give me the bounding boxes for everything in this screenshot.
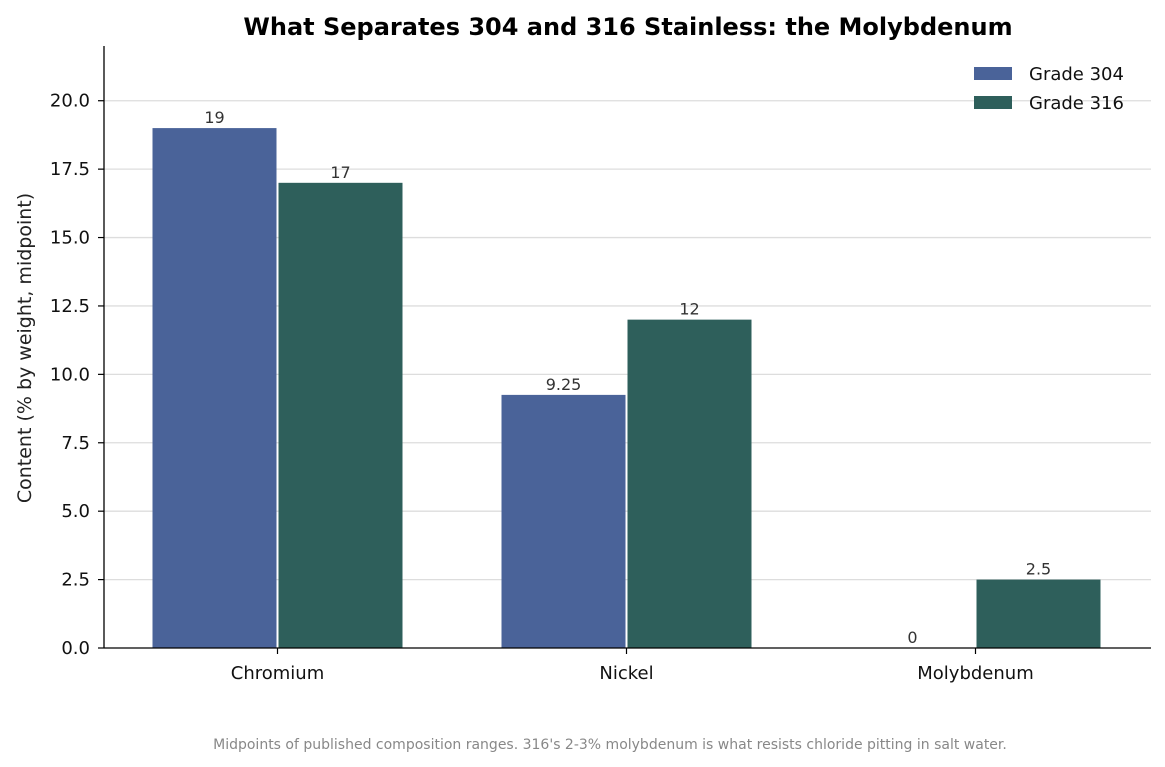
x-tick-label: Nickel bbox=[599, 663, 653, 684]
y-tick-label: 20.0 bbox=[50, 91, 90, 112]
y-tick-label: 17.5 bbox=[50, 159, 90, 180]
bars bbox=[152, 128, 1101, 648]
bar-grade-316 bbox=[976, 579, 1101, 648]
data-labels: 19 17 9.25 12 0 2.5 bbox=[204, 108, 1051, 647]
legend-swatch bbox=[974, 96, 1012, 109]
y-tick-label: 15.0 bbox=[50, 228, 90, 249]
x-axis-ticks: Chromium Nickel Molybdenum bbox=[231, 648, 1034, 684]
bar-grade-316 bbox=[278, 182, 403, 648]
y-tick-label: 2.5 bbox=[61, 570, 90, 591]
chart-title: What Separates 304 and 316 Stainless: th… bbox=[243, 13, 1012, 41]
legend-swatch bbox=[974, 67, 1012, 80]
y-tick-label: 12.5 bbox=[50, 296, 90, 317]
x-tick-label: Molybdenum bbox=[917, 663, 1033, 684]
data-label: 12 bbox=[679, 300, 699, 319]
y-axis-label: Content (% by weight, midpoint) bbox=[14, 193, 36, 503]
bar-grade-304 bbox=[501, 394, 626, 648]
y-tick-label: 7.5 bbox=[61, 433, 90, 454]
bar-grade-316 bbox=[627, 319, 752, 648]
x-tick-label: Chromium bbox=[231, 663, 324, 684]
legend: Grade 304 Grade 316 bbox=[974, 64, 1124, 114]
y-axis-ticks: 0.0 2.5 5.0 7.5 10.0 12.5 15.0 17.5 20.0 bbox=[50, 91, 104, 659]
data-label: 17 bbox=[330, 163, 350, 182]
data-label: 2.5 bbox=[1026, 560, 1051, 579]
y-tick-label: 5.0 bbox=[61, 501, 90, 522]
legend-label: Grade 316 bbox=[1029, 93, 1124, 114]
data-label: 9.25 bbox=[546, 375, 582, 394]
legend-label: Grade 304 bbox=[1029, 64, 1124, 85]
data-label: 0 bbox=[907, 628, 917, 647]
y-tick-label: 10.0 bbox=[50, 364, 90, 385]
chart-caption: Midpoints of published composition range… bbox=[213, 737, 1007, 753]
data-label: 19 bbox=[204, 108, 224, 127]
bar-grade-304 bbox=[152, 128, 277, 648]
y-tick-label: 0.0 bbox=[61, 638, 90, 659]
